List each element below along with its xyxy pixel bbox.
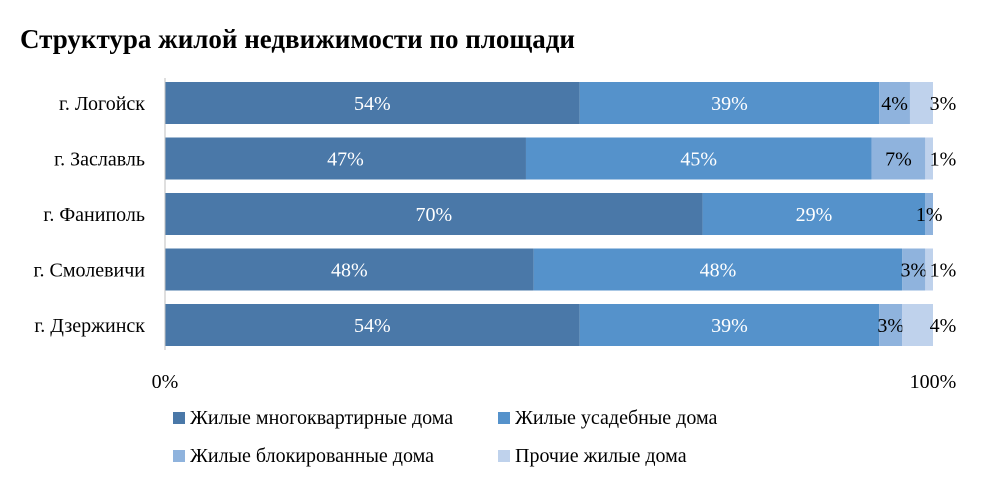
data-label: 3% <box>930 93 957 115</box>
legend: Жилые многоквартирные дома Жилые усадебны… <box>173 407 717 467</box>
data-label: 39% <box>711 315 748 337</box>
x-tick-label: 100% <box>910 371 957 393</box>
chart-title: Структура жилой недвижимости по площади <box>20 24 575 54</box>
data-label: 4% <box>881 93 908 115</box>
data-label: 47% <box>327 149 364 171</box>
bar-segment <box>165 248 534 291</box>
bar-segment <box>925 137 933 180</box>
data-label: 1% <box>916 204 943 226</box>
x-tick-label: 0% <box>152 371 179 393</box>
data-label: 3% <box>877 315 904 337</box>
data-label: 29% <box>796 204 833 226</box>
bar-segment <box>902 304 933 346</box>
bar-segment <box>925 248 933 291</box>
category-label: г. Заславль <box>54 149 145 171</box>
bar-segment <box>579 304 880 346</box>
category-label: г. Смолевичи <box>34 260 146 282</box>
data-label: 39% <box>711 93 748 115</box>
data-label: 45% <box>680 149 717 171</box>
legend-label: Жилые усадебные дома <box>515 407 717 429</box>
data-label: 1% <box>930 149 957 171</box>
bar-segment <box>909 82 933 124</box>
legend-swatch <box>498 450 510 462</box>
legend-swatch <box>173 412 185 424</box>
category-label: г. Фаниполь <box>43 204 145 226</box>
bar-segment <box>165 82 580 124</box>
bar-segment <box>879 82 910 124</box>
legend-swatch <box>173 450 185 462</box>
category-label: г. Логойск <box>59 93 145 115</box>
data-label: 4% <box>930 315 957 337</box>
x-axis: 0% 100% <box>152 78 957 393</box>
bar-segment <box>165 193 703 235</box>
category-label: г. Дзержинск <box>34 315 145 337</box>
bar-segment <box>902 248 926 291</box>
bar-segment <box>871 137 926 180</box>
data-label: 1% <box>930 260 957 282</box>
data-label: 54% <box>354 315 391 337</box>
data-label: 54% <box>354 93 391 115</box>
data-label: 48% <box>700 260 737 282</box>
data-label: 48% <box>331 260 368 282</box>
bar-segment <box>165 137 526 180</box>
bar-segment <box>702 193 926 235</box>
bar-segment <box>925 193 933 235</box>
bar-segment <box>165 304 580 346</box>
bar-segment <box>533 248 903 291</box>
data-label: 70% <box>415 204 452 226</box>
plot-area: г. Логойск 54% 39% 4% 3% г. Заславль 47% 45% 7% 1… <box>34 82 957 346</box>
data-label: 7% <box>885 149 912 171</box>
data-label: 3% <box>900 260 927 282</box>
legend-label: Жилые многоквартирные дома <box>190 407 453 429</box>
legend-label: Жилые блокированные дома <box>190 445 434 467</box>
bar-segment <box>879 304 903 346</box>
bar-segment <box>525 137 872 180</box>
legend-label: Прочие жилые дома <box>515 445 687 467</box>
legend-swatch <box>498 412 510 424</box>
bar-segment <box>579 82 880 124</box>
